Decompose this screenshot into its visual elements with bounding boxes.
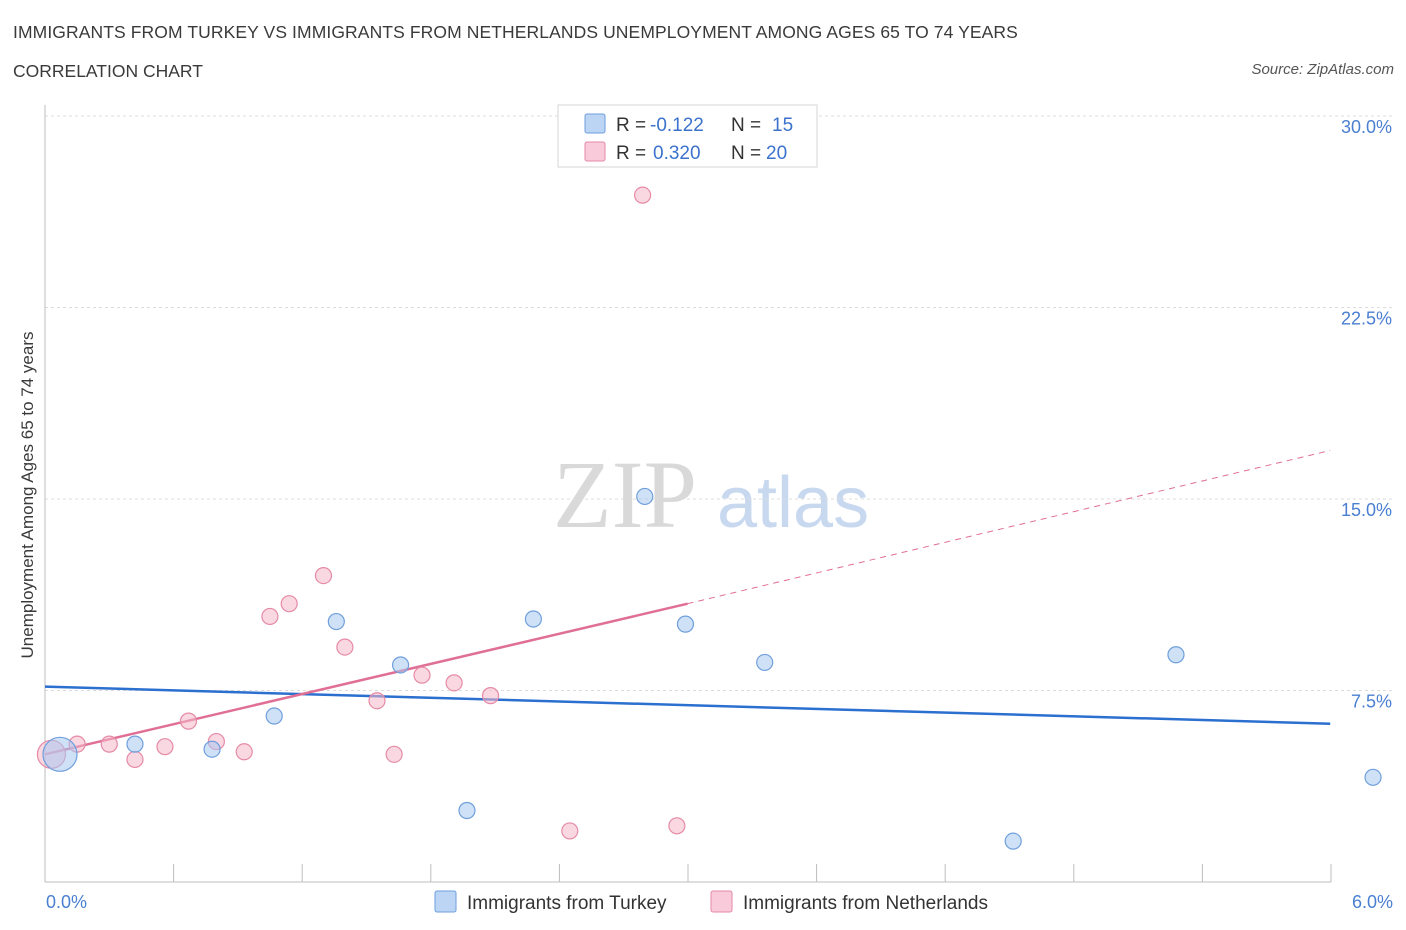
chart-subtitle: CORRELATION CHART	[13, 61, 203, 81]
data-point-netherlands	[100, 735, 118, 753]
bottom-legend: Immigrants from Turkey Immigrants from N…	[434, 890, 988, 914]
y-axis-label: Unemployment Among Ages 65 to 74 years	[18, 332, 37, 659]
data-point-netherlands	[634, 186, 652, 204]
data-point-netherlands	[156, 738, 174, 756]
legend-r-label-netherlands: R =	[616, 143, 646, 164]
trend-lines	[44, 450, 1331, 756]
data-point-netherlands	[368, 692, 386, 710]
data-point-turkey	[1364, 768, 1382, 786]
bottom-legend-label-turkey: Immigrants from Turkey	[467, 893, 667, 914]
legend-swatch-netherlands	[584, 141, 606, 162]
data-point-netherlands	[561, 822, 579, 840]
x-tick-label-min: 0.0%	[46, 892, 87, 912]
data-point-netherlands	[668, 817, 686, 835]
trend-line-turkey	[44, 685, 1331, 725]
y-tick-label: 15.0%	[1341, 500, 1392, 520]
data-point-netherlands	[385, 745, 403, 763]
data-point-turkey	[126, 735, 144, 753]
bottom-legend-swatch-turkey	[434, 890, 457, 913]
data-point-turkey	[636, 487, 654, 506]
x-tick-label-max: 6.0%	[1352, 892, 1393, 912]
legend-r-label-turkey: R =	[616, 115, 646, 136]
data-point-turkey	[756, 653, 774, 672]
data-point-netherlands	[235, 743, 253, 761]
bottom-legend-swatch-netherlands	[710, 890, 733, 913]
legend-r-value-turkey: -0.122	[650, 115, 704, 136]
data-point-turkey	[203, 740, 221, 758]
legend-n-label-turkey: N =	[731, 115, 761, 136]
data-point-netherlands	[261, 607, 279, 626]
data-point-turkey	[42, 736, 78, 772]
data-points	[36, 186, 1382, 850]
data-point-turkey	[1167, 646, 1185, 664]
data-point-turkey	[265, 707, 283, 725]
trend-line-netherlands-extension	[687, 450, 1331, 605]
gridlines	[45, 115, 1392, 691]
trend-line-netherlands	[44, 602, 688, 756]
data-point-turkey	[1004, 832, 1022, 850]
y-tick-label: 7.5%	[1351, 692, 1392, 712]
legend-n-label-netherlands: N =	[731, 143, 761, 164]
y-tick-labels: 7.5% 15.0% 22.5% 30.0%	[1341, 117, 1392, 712]
data-point-netherlands	[481, 687, 500, 705]
chart-title: IMMIGRANTS FROM TURKEY VS IMMIGRANTS FRO…	[13, 22, 1018, 42]
data-point-netherlands	[280, 595, 298, 613]
data-point-netherlands	[314, 566, 333, 585]
bottom-legend-label-netherlands: Immigrants from Netherlands	[743, 893, 988, 914]
data-point-netherlands	[336, 638, 354, 656]
data-point-turkey	[327, 612, 345, 631]
data-point-netherlands	[413, 666, 431, 684]
data-point-turkey	[458, 801, 476, 820]
y-tick-label: 22.5%	[1341, 309, 1392, 329]
y-tick-label: 30.0%	[1341, 117, 1392, 137]
watermark-atlas: atlas	[717, 463, 869, 543]
data-point-turkey	[391, 656, 410, 674]
legend-n-value-turkey: 15	[772, 115, 793, 136]
data-point-netherlands	[126, 750, 144, 769]
legend-swatch-turkey	[584, 113, 606, 134]
legend-n-value-netherlands: 20	[766, 143, 787, 164]
data-point-turkey	[676, 615, 695, 633]
legend-r-value-netherlands: 0.320	[653, 143, 701, 164]
watermark-zip: ZIP	[553, 441, 697, 548]
data-point-netherlands	[445, 674, 463, 692]
legend: R = -0.122 N = 15 R = 0.320 N = 20	[557, 104, 818, 168]
data-point-netherlands	[179, 712, 198, 730]
data-point-turkey	[524, 610, 542, 628]
source-credit: Source: ZipAtlas.com	[1251, 61, 1394, 78]
